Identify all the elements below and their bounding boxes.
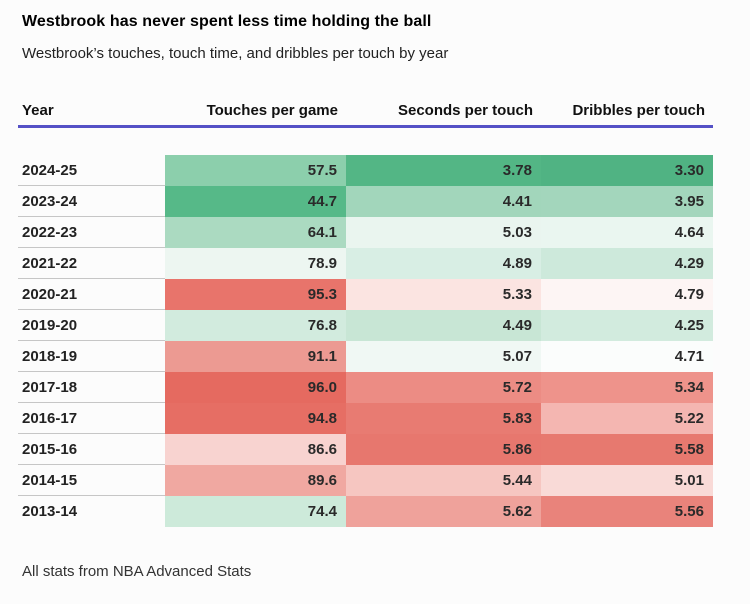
table-row: 2019-20 76.8 4.49 4.25 <box>18 310 713 341</box>
seconds-value-cell: 5.07 <box>346 341 541 372</box>
table-row: 2017-18 96.0 5.72 5.34 <box>18 372 713 403</box>
table-row: 2014-15 89.6 5.44 5.01 <box>18 465 713 496</box>
page-subtitle: Westbrook’s touches, touch time, and dri… <box>22 45 449 62</box>
table-row: 2024-25 57.5 3.78 3.30 <box>18 155 713 186</box>
year-cell: 2020-21 <box>18 279 165 310</box>
page-title: Westbrook has never spent less time hold… <box>22 13 432 30</box>
seconds-value-cell: 5.86 <box>346 434 541 465</box>
dribbles-value-cell: 5.34 <box>541 372 713 403</box>
dribbles-value-cell: 4.71 <box>541 341 713 372</box>
table-row: 2018-19 91.1 5.07 4.71 <box>18 341 713 372</box>
touches-value-cell: 74.4 <box>165 496 346 527</box>
seconds-value-cell: 5.83 <box>346 403 541 434</box>
dribbles-value-cell: 5.22 <box>541 403 713 434</box>
seconds-value-cell: 5.03 <box>346 217 541 248</box>
year-cell: 2022-23 <box>18 217 165 248</box>
table-row: 2016-17 94.8 5.83 5.22 <box>18 403 713 434</box>
year-cell: 2019-20 <box>18 310 165 341</box>
dribbles-value-cell: 4.64 <box>541 217 713 248</box>
year-cell: 2014-15 <box>18 465 165 496</box>
table-row: 2015-16 86.6 5.86 5.58 <box>18 434 713 465</box>
dribbles-value-cell: 4.29 <box>541 248 713 279</box>
source-note: All stats from NBA Advanced Stats <box>22 563 252 580</box>
dribbles-value-cell: 3.30 <box>541 155 713 186</box>
touches-value-cell: 57.5 <box>165 155 346 186</box>
column-header-touches: Touches per game <box>206 102 338 119</box>
touches-value-cell: 96.0 <box>165 372 346 403</box>
touches-value-cell: 64.1 <box>165 217 346 248</box>
touches-value-cell: 91.1 <box>165 341 346 372</box>
year-cell: 2023-24 <box>18 186 165 217</box>
dribbles-value-cell: 5.58 <box>541 434 713 465</box>
touches-value-cell: 94.8 <box>165 403 346 434</box>
year-cell: 2013-14 <box>22 503 78 520</box>
seconds-value-cell: 4.89 <box>346 248 541 279</box>
dribbles-value-cell: 5.56 <box>541 496 713 527</box>
dribbles-value-cell: 3.95 <box>541 186 713 217</box>
touches-value-cell: 95.3 <box>165 279 346 310</box>
year-cell: 2024-25 <box>18 155 165 186</box>
year-cell: 2021-22 <box>18 248 165 279</box>
seconds-value-cell: 3.78 <box>346 155 541 186</box>
table-row: 2021-22 78.9 4.89 4.29 <box>18 248 713 279</box>
dribbles-value-cell: 5.01 <box>541 465 713 496</box>
table-row: 2013-14 74.4 5.62 5.56 <box>18 496 713 527</box>
seconds-value-cell: 4.41 <box>346 186 541 217</box>
dribbles-value-cell: 4.79 <box>541 279 713 310</box>
seconds-value-cell: 4.49 <box>346 310 541 341</box>
seconds-value-cell: 5.62 <box>346 496 541 527</box>
column-header-year: Year <box>22 102 54 119</box>
seconds-value-cell: 5.33 <box>346 279 541 310</box>
touches-value-cell: 44.7 <box>165 186 346 217</box>
dribbles-value-cell: 4.25 <box>541 310 713 341</box>
seconds-value-cell: 5.72 <box>346 372 541 403</box>
year-cell: 2015-16 <box>18 434 165 465</box>
touches-value-cell: 89.6 <box>165 465 346 496</box>
table-row: 2020-21 95.3 5.33 4.79 <box>18 279 713 310</box>
year-cell: 2017-18 <box>18 372 165 403</box>
column-header-seconds: Seconds per touch <box>397 102 533 119</box>
column-header-dribbles: Dribbles per touch <box>572 102 705 119</box>
touches-value-cell: 78.9 <box>165 248 346 279</box>
touches-value-cell: 86.6 <box>165 434 346 465</box>
table-row: 2023-24 44.7 4.41 3.95 <box>18 186 713 217</box>
table-row: 2022-23 64.1 5.03 4.64 <box>18 217 713 248</box>
year-cell: 2016-17 <box>18 403 165 434</box>
touches-value-cell: 76.8 <box>165 310 346 341</box>
year-cell: 2018-19 <box>18 341 165 372</box>
table-header-row: Year Touches per game Seconds per touch … <box>18 102 713 128</box>
table-body: 2024-25 57.5 3.78 3.30 2023-24 44.7 4.41 3.95 20… <box>18 155 713 527</box>
seconds-value-cell: 5.44 <box>346 465 541 496</box>
